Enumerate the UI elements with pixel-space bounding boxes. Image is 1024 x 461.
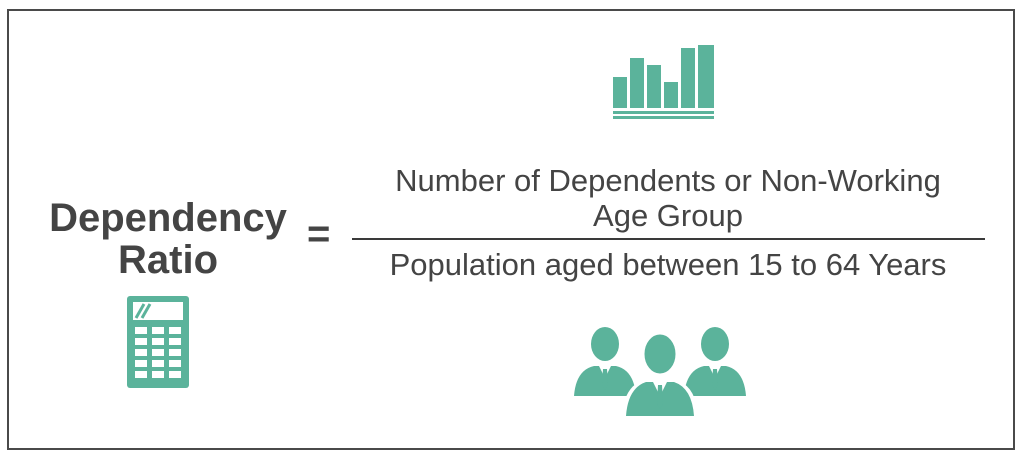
bar-chart-icon <box>613 45 714 119</box>
lhs-term-line2: Ratio <box>118 238 218 282</box>
numerator-line2: Age Group <box>593 198 743 233</box>
business-people-icon <box>574 327 746 416</box>
lhs-term-line1: Dependency <box>49 196 287 240</box>
equals-sign: = <box>307 212 331 256</box>
formula-denominator: Population aged between 15 to 64 Years <box>389 247 947 282</box>
numerator-line1: Number of Dependents or Non-Working <box>395 163 941 198</box>
calculator-icon <box>127 296 189 388</box>
formula-lhs: Dependency Ratio <box>39 197 297 281</box>
formula-numerator: Number of Dependents or Non-Working Age … <box>349 163 987 233</box>
fraction-bar <box>352 238 985 240</box>
